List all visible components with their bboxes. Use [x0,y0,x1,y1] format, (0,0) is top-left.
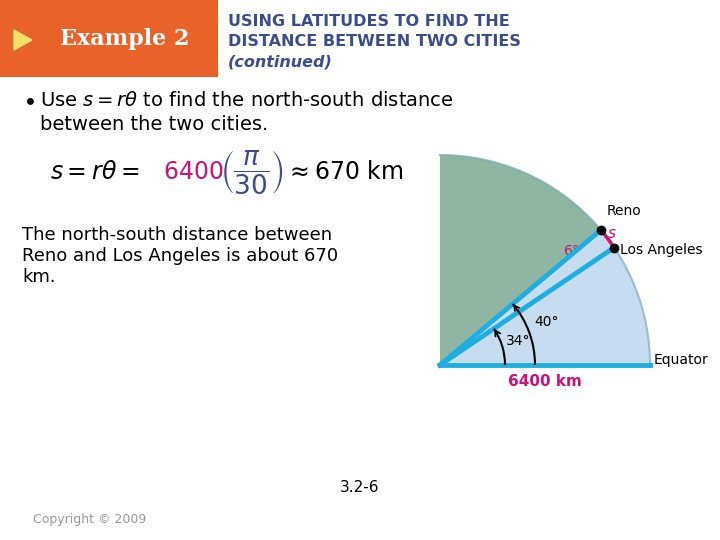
Polygon shape [440,155,650,365]
Text: 34°: 34° [506,334,531,348]
Text: Example 2: Example 2 [60,28,190,50]
Text: 40°: 40° [534,315,559,329]
Polygon shape [440,155,601,365]
Text: $\bullet$: $\bullet$ [22,88,35,112]
Text: Reno and Los Angeles is about 670: Reno and Los Angeles is about 670 [22,247,338,265]
Text: $\approx 670$ km: $\approx 670$ km [285,160,403,184]
Text: 6400 km: 6400 km [508,374,582,388]
Polygon shape [14,30,32,50]
Text: $s$: $s$ [607,226,616,241]
Text: Reno: Reno [607,204,642,218]
Text: $6°$: $6°$ [563,245,580,259]
Text: (continued): (continued) [228,55,333,70]
Text: $s = r\theta =$: $s = r\theta =$ [50,160,140,184]
Text: The north-south distance between: The north-south distance between [22,226,332,244]
Bar [0,0,218,77]
Text: between the two cities.: between the two cities. [40,114,269,133]
Text: Los Angeles: Los Angeles [620,242,703,256]
Text: Copyright © 2009: Copyright © 2009 [33,514,147,526]
Text: 3.2-6: 3.2-6 [341,481,379,496]
Text: Use $s = r\theta$ to find the north-south distance: Use $s = r\theta$ to find the north-sout… [40,91,454,110]
Text: USING LATITUDES TO FIND THE: USING LATITUDES TO FIND THE [228,14,510,29]
Text: Equator: Equator [654,353,708,367]
Text: $6400$: $6400$ [163,160,223,184]
Text: $\left(\dfrac{\pi}{30}\right)$: $\left(\dfrac{\pi}{30}\right)$ [220,148,284,196]
Text: km.: km. [22,268,55,286]
Text: DISTANCE BETWEEN TWO CITIES: DISTANCE BETWEEN TWO CITIES [228,33,521,49]
